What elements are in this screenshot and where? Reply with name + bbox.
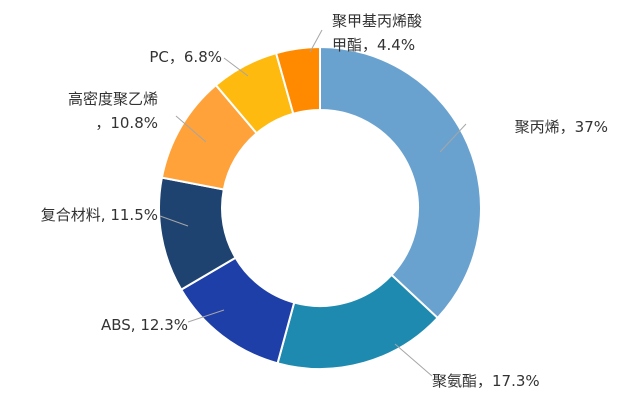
leader-line-1 bbox=[394, 343, 433, 377]
slice-label-2: ABS, 12.3% bbox=[101, 316, 188, 334]
slice-label-1: 聚氨酯，17.3% bbox=[432, 372, 540, 390]
donut-slice-0 bbox=[319, 45, 482, 320]
slice-label-line: 高密度聚乙烯 bbox=[68, 90, 158, 108]
slice-label-line: 聚丙烯，37% bbox=[515, 118, 608, 136]
leader-line-4 bbox=[175, 115, 207, 143]
slice-label-line: ABS, 12.3% bbox=[101, 316, 188, 334]
leader-line-0 bbox=[439, 123, 467, 153]
slice-label-line: 聚氨酯，17.3% bbox=[432, 372, 540, 390]
leader-line-3 bbox=[159, 215, 189, 227]
slice-label-line: ，10.8% bbox=[95, 114, 158, 132]
slice-label-0: 聚丙烯，37% bbox=[515, 118, 608, 136]
slice-label-5: PC，6.8% bbox=[149, 48, 222, 66]
slice-label-6: 聚甲基丙烯酸甲酯，4.4% bbox=[332, 12, 422, 54]
donut-slice-6 bbox=[274, 45, 321, 115]
leader-line-6 bbox=[309, 29, 323, 53]
slice-label-line: 复合材料, 11.5% bbox=[41, 206, 158, 224]
leader-line-2 bbox=[187, 309, 225, 323]
slice-label-line: 聚甲基丙烯酸 bbox=[332, 12, 422, 30]
leader-line-5 bbox=[223, 57, 249, 77]
slice-label-4: 高密度聚乙烯 ，10.8% bbox=[68, 90, 158, 132]
slice-label-line: PC，6.8% bbox=[149, 48, 222, 66]
slice-label-3: 复合材料, 11.5% bbox=[41, 206, 158, 224]
slice-label-line: 甲酯，4.4% bbox=[332, 36, 415, 54]
